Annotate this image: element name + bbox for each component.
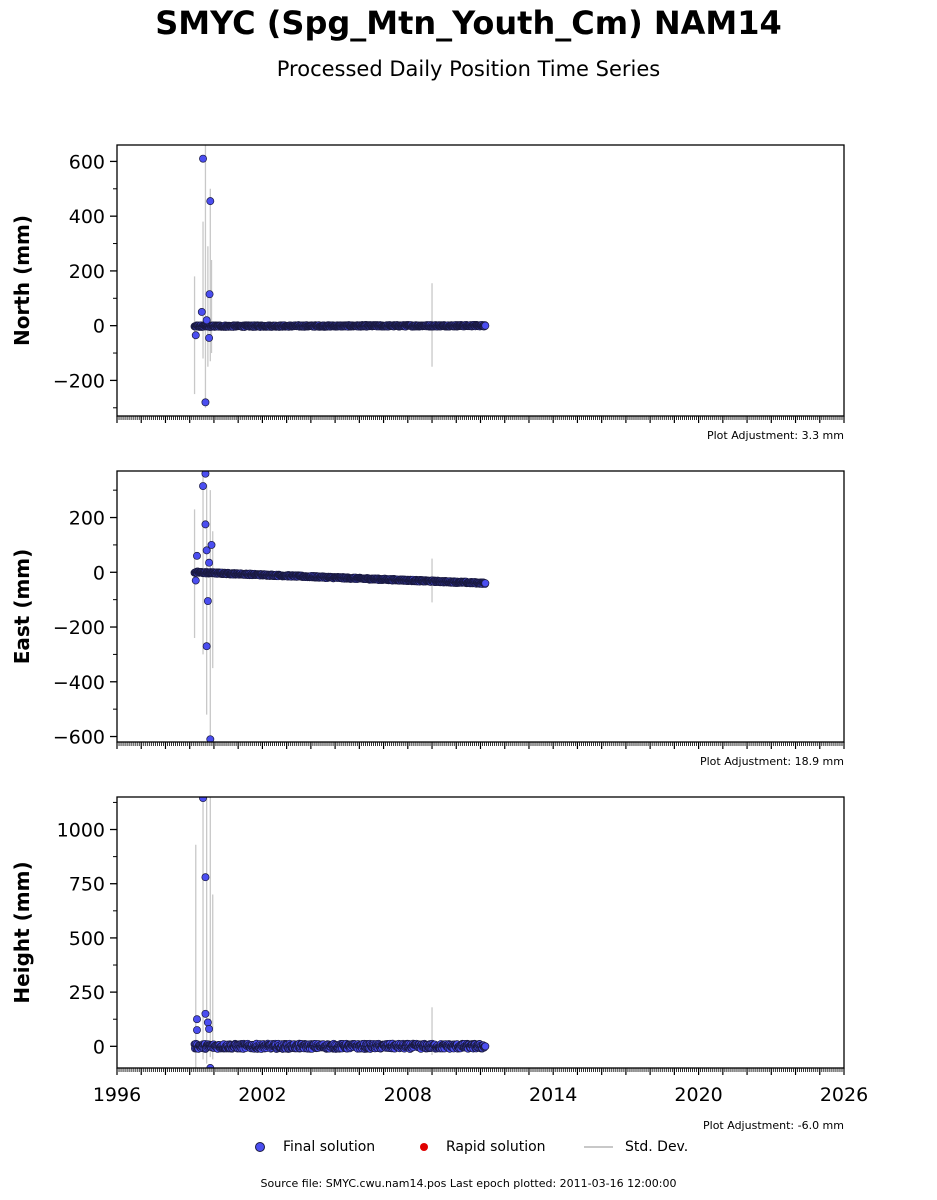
height-outlier-point bbox=[203, 1018, 212, 1027]
x-tick-label: 2020 bbox=[674, 1084, 722, 1106]
chart-subtitle: Processed Daily Position Time Series bbox=[276, 57, 661, 81]
height-last-point bbox=[481, 1042, 490, 1051]
height-outlier-point bbox=[205, 1025, 214, 1033]
north-plot-adjustment: Plot Adjustment: 3.3 mm bbox=[706, 429, 844, 442]
height-outlier-point bbox=[193, 1015, 201, 1024]
north-y-tick-label: −200 bbox=[53, 370, 105, 392]
x-tick-label: 1996 bbox=[93, 1084, 141, 1106]
height-y-tick-label: 500 bbox=[69, 928, 105, 950]
chart-title: SMYC (Spg_Mtn_Youth_Cm) NAM14 bbox=[155, 4, 782, 42]
legend-item-final: Final solution bbox=[255, 1138, 375, 1156]
north-y-tick-label: 600 bbox=[69, 151, 105, 173]
source-footer: Source file: SMYC.cwu.nam14.pos Last epo… bbox=[260, 1177, 677, 1190]
east-plot-adjustment: Plot Adjustment: 18.9 mm bbox=[699, 755, 844, 768]
north-y-tick-label: 400 bbox=[69, 206, 105, 228]
east-outlier-point bbox=[201, 520, 210, 529]
height-outlier-point bbox=[201, 873, 210, 882]
height-plot-frame bbox=[116, 796, 845, 1069]
east-y-tick-label: −600 bbox=[53, 727, 105, 749]
east-outlier-point bbox=[205, 558, 214, 567]
legend-std-label: Std. Dev. bbox=[625, 1139, 689, 1155]
north-outlier-point bbox=[206, 197, 215, 206]
north-plot-frame bbox=[116, 144, 845, 417]
legend: Final solution Rapid solution Std. Dev. bbox=[0, 1138, 937, 1158]
north-plot-area bbox=[190, 145, 490, 408]
height-outlier-point bbox=[199, 797, 207, 803]
east-y-tick-label: −400 bbox=[53, 672, 105, 694]
east-panel: −600 −400 −200 0 200 East (mm) bbox=[10, 470, 845, 749]
east-plot-frame bbox=[116, 470, 845, 743]
height-y-tick-label: 750 bbox=[69, 874, 105, 896]
legend-rapid-label: Rapid solution bbox=[446, 1139, 546, 1155]
height-y-tick-label: 250 bbox=[69, 982, 105, 1004]
east-outlier-point bbox=[199, 482, 207, 491]
legend-item-std: Std. Dev. bbox=[584, 1138, 688, 1156]
height-outlier-point bbox=[201, 1009, 210, 1018]
north-outlier-point bbox=[205, 290, 214, 299]
north-last-point bbox=[481, 321, 490, 330]
legend-item-rapid: Rapid solution bbox=[420, 1138, 546, 1156]
east-y-tick-label: 200 bbox=[69, 508, 105, 530]
east-outlier-point bbox=[201, 471, 210, 478]
height-y-tick-label: 0 bbox=[93, 1036, 105, 1058]
east-y-axis-label: East (mm) bbox=[10, 549, 34, 665]
x-tick-label: 2026 bbox=[820, 1084, 868, 1106]
east-outlier-point bbox=[202, 546, 211, 555]
north-panel: −200 0 200 400 600 North (mm) bbox=[10, 144, 845, 423]
east-plot-area bbox=[190, 471, 490, 742]
height-y-tick-label: 1000 bbox=[57, 820, 105, 842]
height-plot-adjustment: Plot Adjustment: -6.0 mm bbox=[703, 1119, 844, 1132]
east-y-tick-label: 0 bbox=[93, 562, 105, 584]
north-outlier-point bbox=[197, 308, 206, 316]
east-outlier-point bbox=[193, 551, 201, 560]
east-outlier-point bbox=[191, 576, 200, 585]
legend-final-label: Final solution bbox=[283, 1139, 376, 1155]
east-last-point bbox=[481, 579, 490, 588]
rapid-solution-marker-icon bbox=[420, 1143, 428, 1151]
north-outlier-point bbox=[202, 316, 211, 325]
north-outlier-point bbox=[191, 331, 200, 340]
height-panel: 0 250 500 750 1000 Height (mm) bbox=[10, 796, 845, 1075]
x-tick-label: 2008 bbox=[384, 1084, 432, 1106]
east-outlier-point bbox=[202, 642, 211, 651]
north-outlier-point bbox=[201, 398, 210, 407]
height-plot-area bbox=[190, 797, 490, 1068]
east-outlier-point bbox=[203, 597, 212, 605]
height-outlier-point bbox=[193, 1026, 201, 1035]
east-outlier-point bbox=[207, 540, 216, 549]
north-y-tick-label: 200 bbox=[69, 261, 105, 283]
height-y-axis-label: Height (mm) bbox=[10, 861, 34, 1003]
north-outlier-point bbox=[199, 154, 207, 163]
north-y-axis-label: North (mm) bbox=[10, 215, 34, 346]
north-y-tick-label: 0 bbox=[93, 316, 105, 338]
std-dev-line-icon bbox=[584, 1146, 613, 1148]
east-outlier-point bbox=[206, 735, 215, 742]
north-outlier-point bbox=[205, 334, 214, 342]
final-solution-marker-icon bbox=[255, 1142, 265, 1152]
height-outlier-point bbox=[206, 1064, 215, 1068]
east-y-tick-label: −200 bbox=[53, 617, 105, 639]
x-tick-label: 2002 bbox=[238, 1084, 286, 1106]
x-tick-label: 2014 bbox=[529, 1084, 577, 1106]
